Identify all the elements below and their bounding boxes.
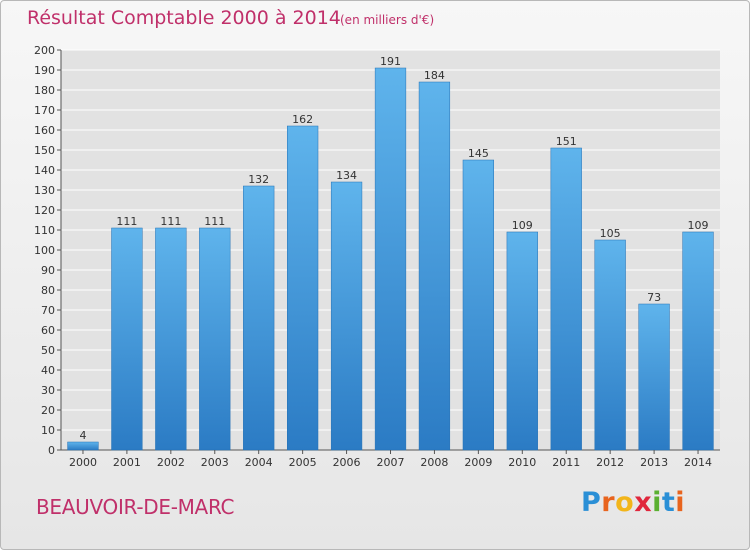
bar [330,181,363,451]
logo-letter: P [581,487,602,518]
y-tick-label: 200 [34,44,55,57]
y-tick-label: 140 [34,164,55,177]
bar [638,303,670,451]
y-tick-label: 190 [34,64,55,77]
y-tick-label: 120 [34,204,55,217]
bar-value-label: 191 [380,55,401,68]
bar-value-label: 4 [79,429,86,442]
bar [199,227,231,451]
x-tick-label: 2013 [640,456,668,469]
y-tick-label: 100 [34,244,55,257]
y-tick-label: 70 [41,304,55,317]
bar [418,81,451,451]
x-tick-label: 2005 [289,456,317,469]
bar-value-label: 73 [647,291,661,304]
bar-value-label: 145 [468,147,489,160]
bar [374,67,407,451]
bar-value-label: 111 [204,215,225,228]
y-tick-label: 30 [41,384,55,397]
y-tick-label: 40 [41,364,55,377]
x-tick-label: 2003 [201,456,229,469]
bar-value-label: 109 [512,219,533,232]
bar [287,125,319,451]
bar [67,441,99,451]
x-tick-label: 2008 [420,456,448,469]
y-tick-label: 80 [41,284,55,297]
y-tick-label: 60 [41,324,55,337]
bar-value-label: 162 [292,113,313,126]
bar-value-label: 109 [688,219,709,232]
bar [594,239,626,451]
logo-letter: r [601,487,616,518]
x-tick-label: 2012 [596,456,624,469]
y-tick-label: 180 [34,84,55,97]
y-tick-label: 160 [34,124,55,137]
bar-value-label: 132 [248,173,269,186]
bar-value-label: 111 [116,215,137,228]
y-tick-label: 130 [34,184,55,197]
logo-letter: x [634,487,653,518]
bar [111,227,143,451]
chart-subtitle: (en milliers d'€) [340,13,435,27]
bar-value-label: 184 [424,69,445,82]
logo-letter: o [615,487,635,518]
x-tick-label: 2009 [464,456,492,469]
bar-value-label: 134 [336,169,357,182]
bar-value-label: 151 [556,135,577,148]
x-tick-label: 2014 [684,456,712,469]
x-tick-label: 2000 [69,456,97,469]
bar [155,227,187,451]
y-tick-label: 170 [34,104,55,117]
x-tick-label: 2007 [377,456,405,469]
logo-letter: i [675,487,686,518]
x-tick-label: 2002 [157,456,185,469]
bar-value-label: 111 [160,215,181,228]
x-tick-label: 2004 [245,456,273,469]
bar [243,185,275,451]
bar-value-label: 105 [600,227,621,240]
y-tick-label: 20 [41,404,55,417]
commune-name: BEAUVOIR-DE-MARC [36,495,235,519]
bar [506,231,538,451]
y-tick-label: 150 [34,144,55,157]
proxiti-logo: Proxiti [581,487,685,518]
logo-letter: i [652,487,662,518]
bar [462,159,494,451]
y-tick-label: 50 [41,344,55,357]
x-tick-label: 2006 [333,456,361,469]
logo-letter: t [661,487,676,518]
bar [550,147,582,451]
y-tick-label: 10 [41,424,55,437]
x-tick-label: 2001 [113,456,141,469]
x-tick-label: 2011 [552,456,580,469]
chart-title: Résultat Comptable 2000 à 2014 [27,7,341,29]
bar [682,231,714,451]
y-tick-label: 90 [41,264,55,277]
x-tick-label: 2010 [508,456,536,469]
y-tick-label: 0 [48,444,55,457]
y-tick-label: 110 [34,224,55,237]
